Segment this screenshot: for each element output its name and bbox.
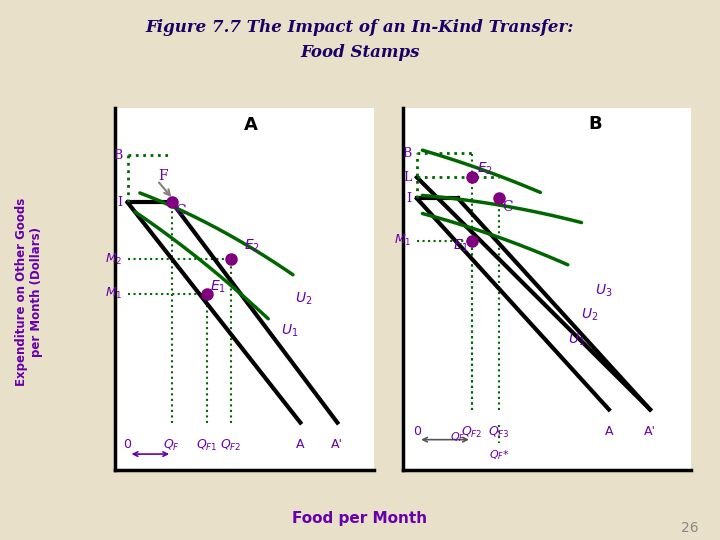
Text: F: F xyxy=(158,170,168,184)
Text: $E_2$: $E_2$ xyxy=(243,238,259,254)
Text: Expenditure on Other Goods
per Month (Dollars): Expenditure on Other Goods per Month (Do… xyxy=(15,198,42,386)
Text: $Q_{F2}$: $Q_{F2}$ xyxy=(461,424,482,440)
Text: $E_2$: $E_2$ xyxy=(477,161,493,177)
Text: A: A xyxy=(244,116,258,134)
Text: $Q_{F2}$: $Q_{F2}$ xyxy=(220,438,242,454)
Text: I: I xyxy=(406,192,411,205)
Text: A: A xyxy=(296,438,305,451)
Text: Food per Month: Food per Month xyxy=(292,511,428,526)
Text: $Q_{F1}$: $Q_{F1}$ xyxy=(196,438,217,454)
Text: $U_3$: $U_3$ xyxy=(595,283,613,299)
Text: $E_1$: $E_1$ xyxy=(210,279,226,295)
Text: A': A' xyxy=(331,438,343,451)
Text: 0: 0 xyxy=(413,424,421,437)
Text: C: C xyxy=(175,204,186,218)
Text: A': A' xyxy=(644,424,656,437)
Text: C: C xyxy=(503,199,513,213)
Text: $Q_F$: $Q_F$ xyxy=(163,438,181,454)
Text: Figure 7.7 The Impact of an In-Kind Transfer:: Figure 7.7 The Impact of an In-Kind Tran… xyxy=(146,19,574,36)
Text: A: A xyxy=(605,424,613,437)
Text: $Q_{F3}$: $Q_{F3}$ xyxy=(488,424,510,440)
Text: 0: 0 xyxy=(124,438,132,451)
Text: $U_1$: $U_1$ xyxy=(568,331,585,348)
Text: $M_2$: $M_2$ xyxy=(105,252,122,267)
Text: $Q_F$: $Q_F$ xyxy=(451,430,466,444)
Text: $U_2$: $U_2$ xyxy=(582,307,599,323)
Text: L: L xyxy=(403,171,411,184)
Text: $E_1$: $E_1$ xyxy=(453,238,469,254)
Text: Food Stamps: Food Stamps xyxy=(300,44,420,61)
Text: B: B xyxy=(113,148,122,161)
Text: $M_1$: $M_1$ xyxy=(394,233,411,248)
Text: I: I xyxy=(117,196,122,209)
Text: $U_2$: $U_2$ xyxy=(295,291,312,307)
Text: $M_1$: $M_1$ xyxy=(105,286,122,301)
Text: 26: 26 xyxy=(681,521,698,535)
Text: $Q_F$*: $Q_F$* xyxy=(489,449,510,462)
Text: $U_1$: $U_1$ xyxy=(281,322,298,339)
Text: B: B xyxy=(588,115,602,133)
Text: B: B xyxy=(402,147,411,160)
